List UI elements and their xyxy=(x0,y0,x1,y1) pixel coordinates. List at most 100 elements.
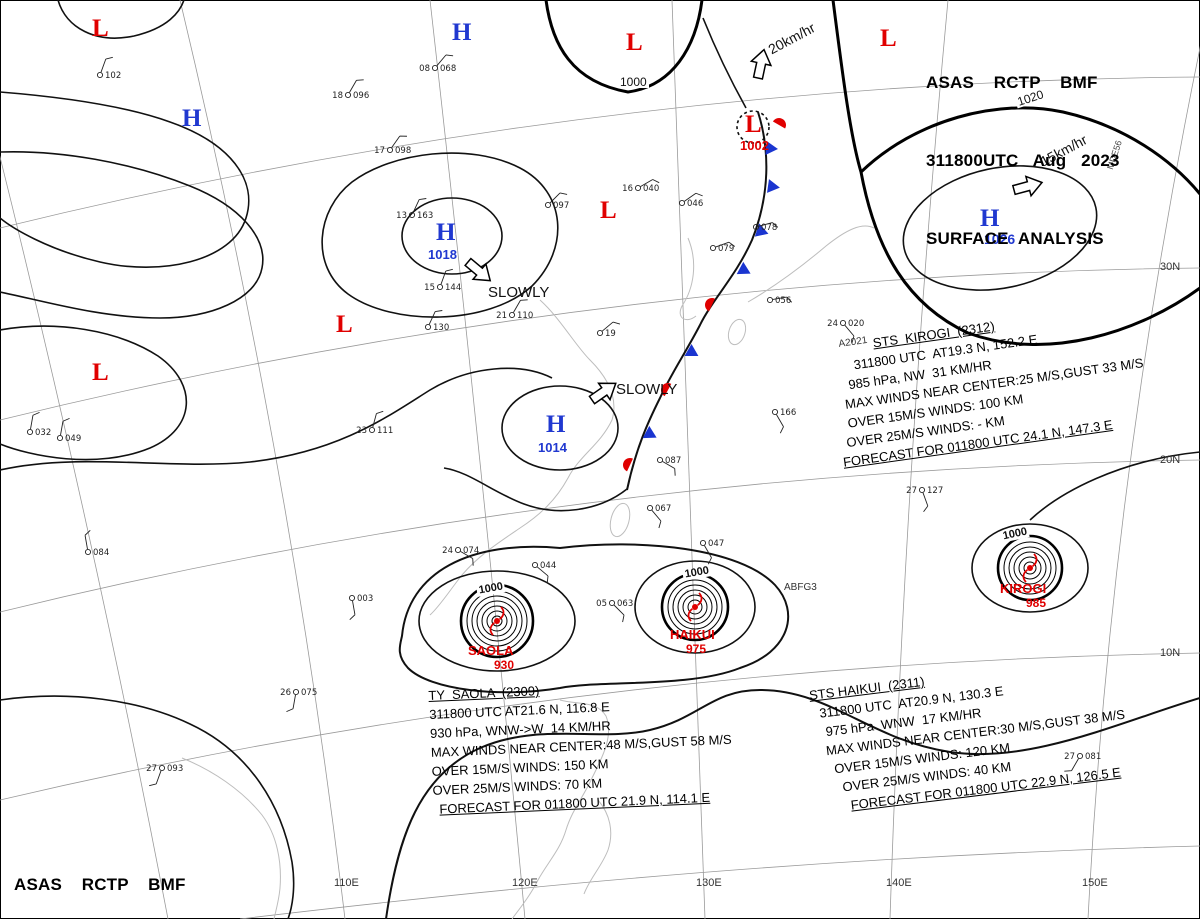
svg-text:068: 068 xyxy=(440,64,456,74)
svg-text:15: 15 xyxy=(424,283,435,293)
svg-text:097: 097 xyxy=(553,201,569,211)
major-isobars xyxy=(544,0,1200,346)
svg-text:18: 18 xyxy=(332,91,343,101)
wind-barb-icon xyxy=(30,411,40,430)
chart-title-line: 311800UTC Aug 2023 xyxy=(926,151,1120,170)
svg-text:003: 003 xyxy=(357,594,373,604)
svg-text:17: 17 xyxy=(374,146,385,156)
station-plot: 067 xyxy=(646,504,671,529)
svg-text:163: 163 xyxy=(417,211,433,221)
station-plot: 003 xyxy=(348,594,373,621)
svg-text:093: 093 xyxy=(167,764,183,774)
wind-barb-icon xyxy=(651,510,662,529)
svg-text:046: 046 xyxy=(687,199,703,209)
coastlines xyxy=(181,225,875,919)
svg-text:032: 032 xyxy=(35,428,51,438)
wind-barb-icon xyxy=(776,414,784,434)
chart-title-bottom: ASAS RCTP BMF 311800UTC Aug 2023 SURFACE… xyxy=(14,820,208,919)
station-plot: 047 xyxy=(699,539,724,565)
svg-text:087: 087 xyxy=(665,456,681,466)
typhoon-eye-icon xyxy=(489,606,505,636)
station-plot: 19 xyxy=(596,321,621,339)
wind-barb-icon xyxy=(640,179,660,187)
svg-text:16: 16 xyxy=(622,184,633,194)
svg-text:075: 075 xyxy=(301,688,317,698)
wind-barb-icon xyxy=(772,296,793,303)
station-plot: 068 08 xyxy=(419,54,456,74)
svg-text:24: 24 xyxy=(827,319,838,329)
wind-barb-icon xyxy=(60,417,70,436)
svg-text:144: 144 xyxy=(445,283,461,293)
wind-barb-icon xyxy=(436,54,454,66)
cold-front-triangle-icons xyxy=(642,141,780,439)
station-plots: 068 08 096 18 098 17 163 13 097 040 16 046 144 15 110 2… xyxy=(26,54,1101,787)
wind-barb-icon xyxy=(602,321,621,332)
typhoon-kirogi-symbol xyxy=(996,534,1064,602)
svg-text:074: 074 xyxy=(463,546,479,556)
station-plot: 127 27 xyxy=(906,486,943,513)
wind-barb-icon xyxy=(1064,758,1079,772)
wind-barb-icon xyxy=(758,222,779,228)
station-plot: 110 21 xyxy=(496,299,533,321)
wind-barb-icon xyxy=(537,566,549,584)
wind-barb-icon xyxy=(715,241,736,248)
svg-text:040: 040 xyxy=(643,184,659,194)
station-plot: 046 xyxy=(678,192,703,209)
stationary-front xyxy=(623,111,786,491)
svg-text:23: 23 xyxy=(356,426,367,436)
svg-text:063: 063 xyxy=(617,599,633,609)
svg-text:08: 08 xyxy=(419,64,430,74)
wind-barb-icon xyxy=(440,268,453,285)
wind-barb-icon xyxy=(844,325,855,344)
svg-text:096: 096 xyxy=(353,91,369,101)
wind-barb-icon xyxy=(684,192,703,202)
svg-text:047: 047 xyxy=(708,539,724,549)
wind-barb-icon xyxy=(349,79,364,93)
svg-text:020: 020 xyxy=(848,319,864,329)
wind-barb-icon xyxy=(922,492,929,513)
warm-front-semicircle-icons xyxy=(623,118,786,472)
station-plot: 049 xyxy=(56,417,81,444)
wind-barb-icon xyxy=(460,551,474,566)
station-plot: 166 xyxy=(771,408,796,434)
station-plot: 111 23 xyxy=(356,410,393,436)
station-plot: 130 xyxy=(424,310,449,333)
wind-barb-icon xyxy=(349,600,356,621)
station-plot: 032 xyxy=(26,411,51,438)
station-plot: 044 xyxy=(531,561,556,584)
station-plot: 098 17 xyxy=(374,135,411,156)
svg-text:098: 098 xyxy=(395,146,411,156)
station-plot: 096 18 xyxy=(332,79,369,101)
station-plot: 020 24 xyxy=(827,319,864,344)
svg-text:102: 102 xyxy=(105,71,121,81)
station-plot: 056 xyxy=(766,296,793,306)
typhoon-saola-symbol xyxy=(459,583,535,659)
svg-text:166: 166 xyxy=(780,408,796,418)
station-plot: 102 xyxy=(96,56,121,81)
svg-text:127: 127 xyxy=(927,486,943,496)
svg-text:084: 084 xyxy=(93,548,109,558)
wind-barb-icon xyxy=(372,410,384,428)
svg-text:27: 27 xyxy=(146,764,157,774)
wind-barb-icon xyxy=(84,529,91,550)
svg-text:081: 081 xyxy=(1085,752,1101,762)
wind-barb-icon xyxy=(549,192,568,204)
svg-text:21: 21 xyxy=(496,311,507,321)
wind-barb-icon xyxy=(149,770,162,787)
svg-text:110: 110 xyxy=(517,311,533,321)
svg-text:044: 044 xyxy=(540,561,556,571)
svg-text:111: 111 xyxy=(377,426,393,436)
wind-barb-icon xyxy=(662,461,676,476)
wind-barb-icon xyxy=(704,545,712,565)
svg-text:19: 19 xyxy=(605,329,616,339)
wind-barb-icon xyxy=(428,310,443,325)
chart-title-line: ASAS RCTP BMF xyxy=(926,73,1098,92)
wind-barb-icon xyxy=(391,135,407,148)
station-plot: 078 xyxy=(752,222,779,233)
station-plot: 144 15 xyxy=(424,268,461,293)
dashed-low-circle xyxy=(736,110,770,144)
station-plot: 081 27 xyxy=(1064,752,1101,772)
